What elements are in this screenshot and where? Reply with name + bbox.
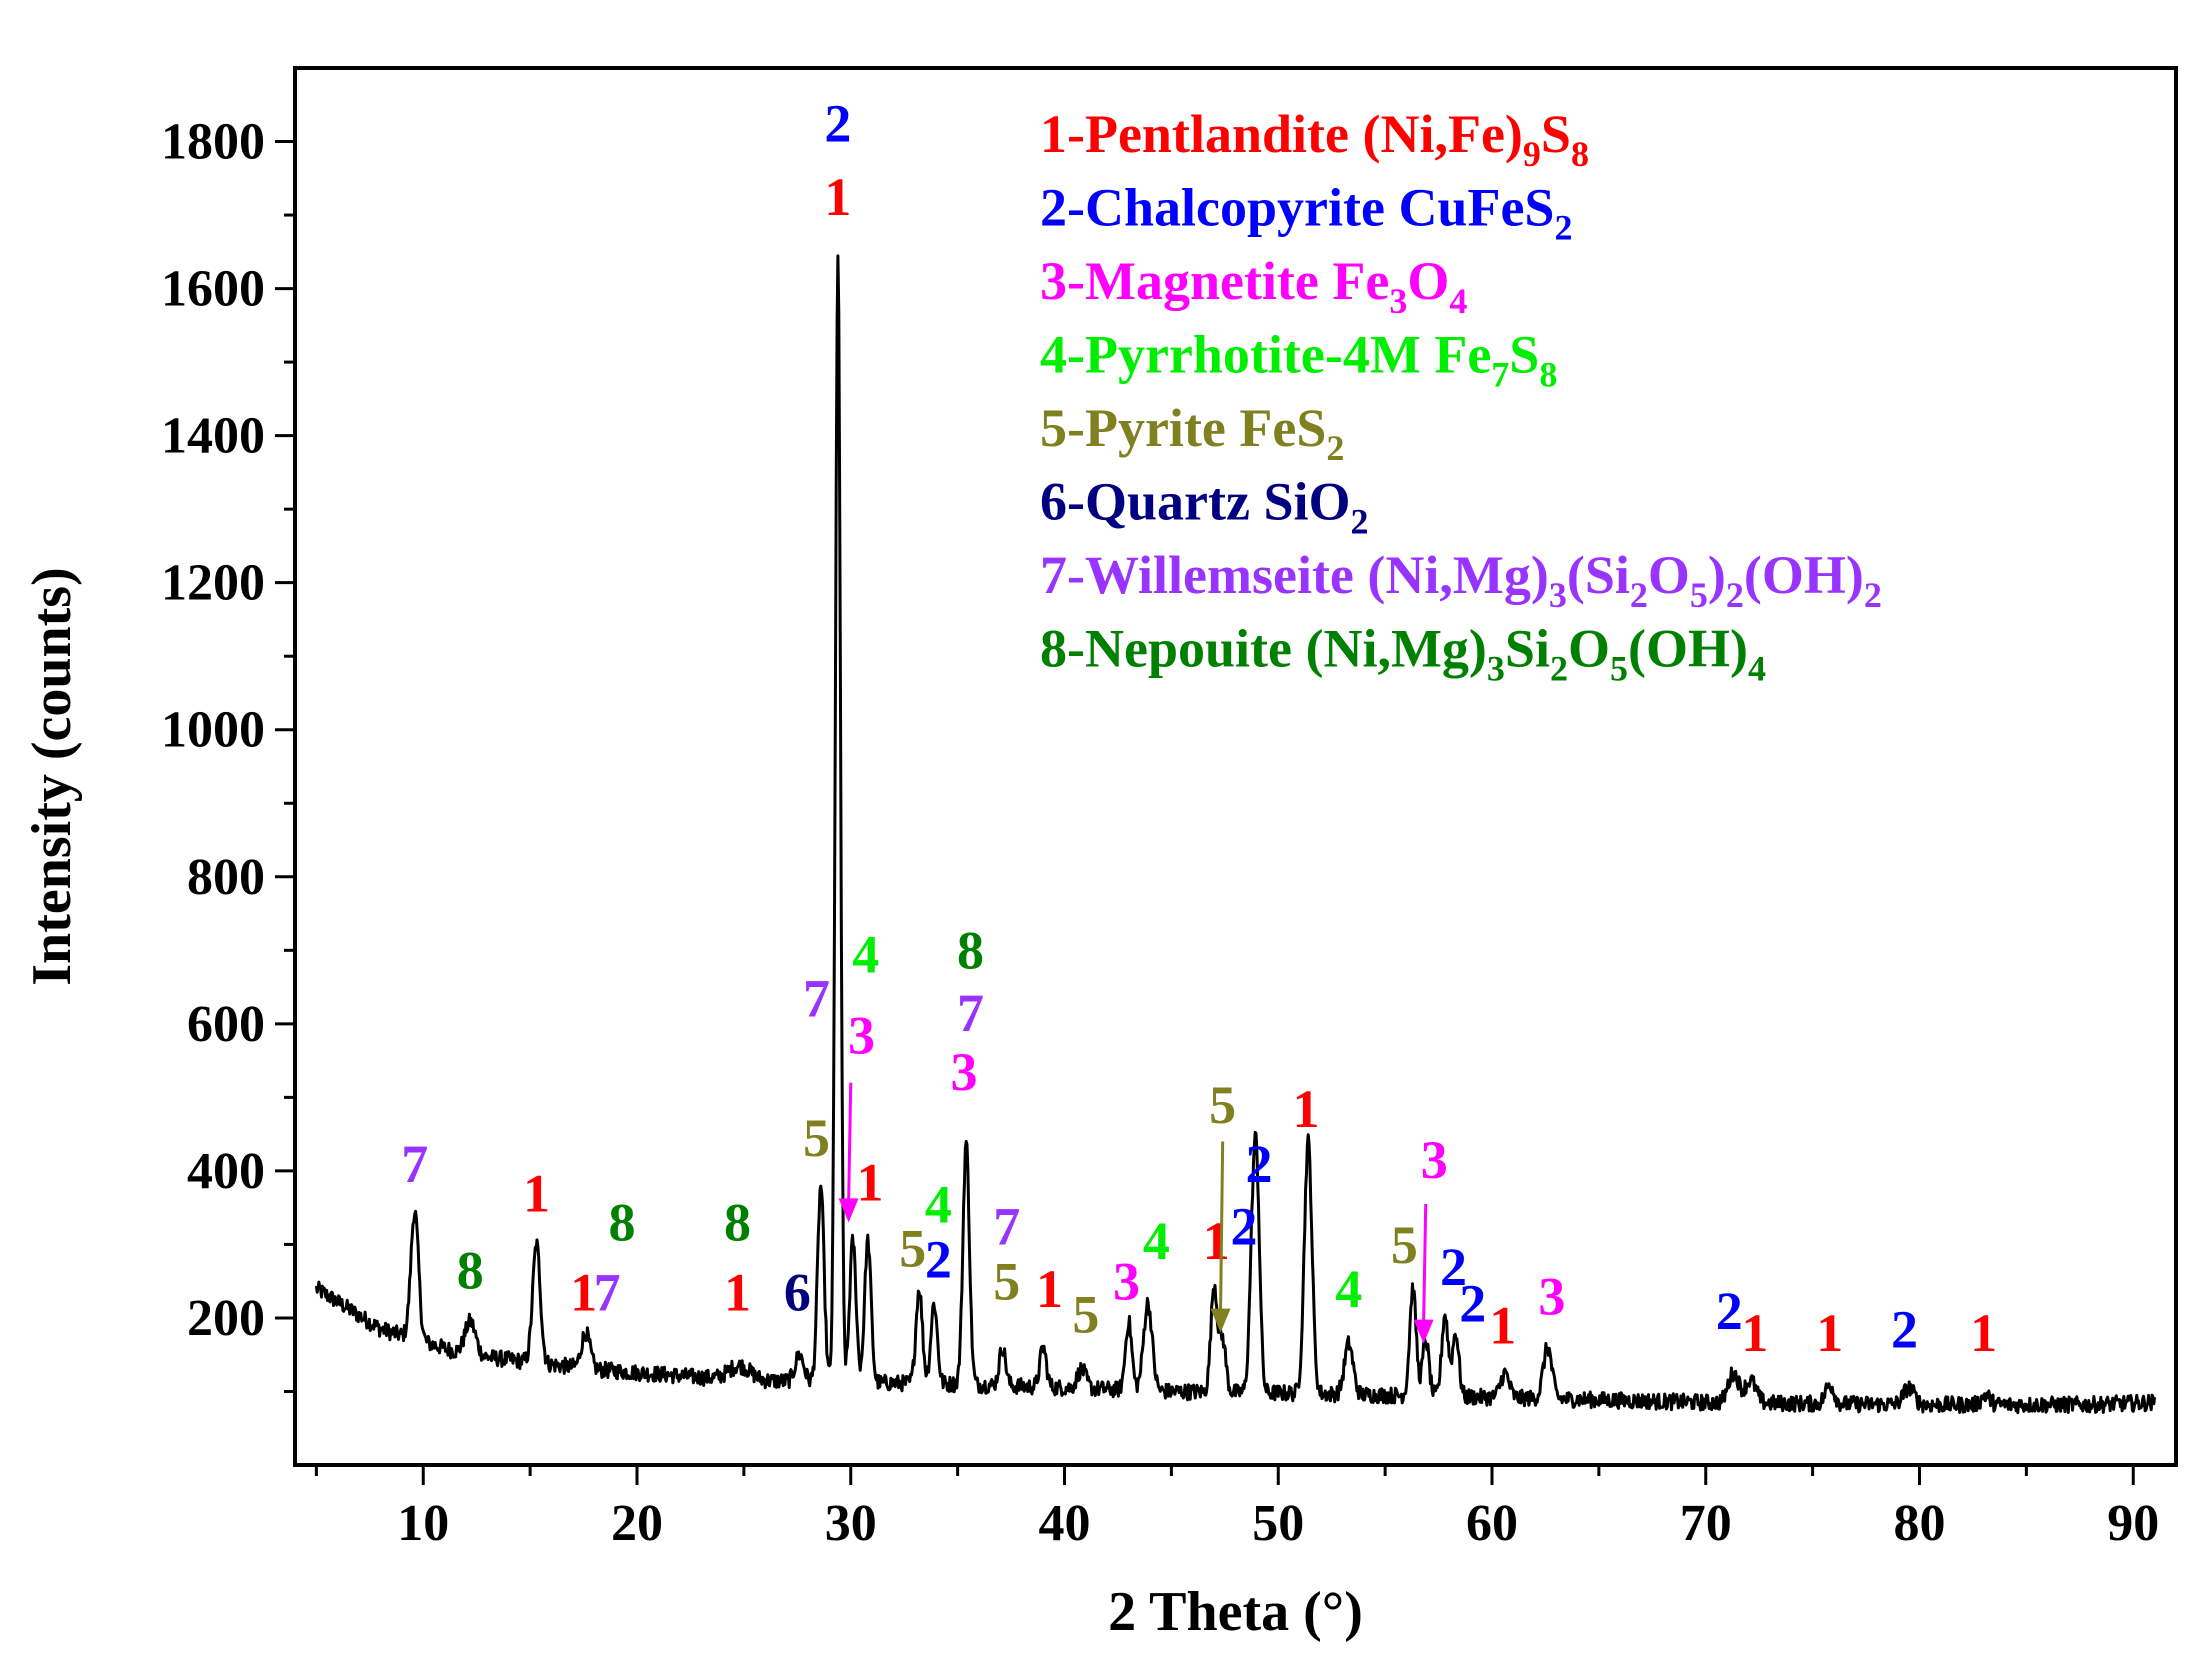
peak-label-phase-7: 7 <box>957 983 984 1043</box>
x-tick-label: 10 <box>397 1495 449 1552</box>
x-axis-ticks: 10 20 30 40 50 60 70 80 90 <box>316 1465 2159 1552</box>
y-axis-title: Intensity (counts) <box>21 567 83 985</box>
peak-label-phase-1: 1 <box>1203 1211 1230 1271</box>
peak-label-phase-3: 3 <box>1538 1266 1565 1326</box>
peak-label-phase-4: 4 <box>925 1174 952 1234</box>
peak-label-phase-2: 2 <box>824 94 851 154</box>
peak-label-phase-5: 5 <box>1072 1285 1099 1345</box>
peak-label-phase-4: 4 <box>1143 1211 1170 1271</box>
peak-label-phase-1: 1 <box>824 167 851 227</box>
peak-label-phase-2: 2 <box>1231 1196 1258 1256</box>
peak-label-phase-2: 2 <box>1459 1274 1486 1334</box>
peak-label-phase-4: 4 <box>1335 1259 1362 1319</box>
legend-item-5: 5-Pyrite FeS2 <box>1040 398 1344 468</box>
y-tick-label: 1800 <box>161 114 265 171</box>
y-tick-label: 200 <box>187 1290 265 1347</box>
peak-label-phase-1: 1 <box>1036 1259 1063 1319</box>
y-tick-label: 1200 <box>161 555 265 612</box>
y-tick-label: 800 <box>187 849 265 906</box>
peak-arrow-head <box>1211 1309 1231 1333</box>
y-axis-ticks: 200 400 600 800 1000 1200 1400 1600 1800 <box>161 114 295 1392</box>
peak-arrow-shaft <box>849 1083 851 1203</box>
peak-label-phase-1: 1 <box>1489 1296 1516 1356</box>
peak-label-phase-1: 1 <box>1741 1303 1768 1363</box>
x-tick-label: 70 <box>1680 1495 1732 1552</box>
legend-item-8: 8-Nepouite (Ni,Mg)3Si2O5(OH)4 <box>1040 619 1766 689</box>
x-tick-label: 40 <box>1039 1495 1091 1552</box>
peak-label-phase-8: 8 <box>724 1193 751 1253</box>
x-axis-title: 2 Theta (°) <box>1108 1581 1363 1643</box>
peak-label-phase-2: 2 <box>1246 1134 1273 1194</box>
peak-label-phase-7: 7 <box>803 968 830 1028</box>
peak-arrow-shaft <box>1221 1141 1223 1312</box>
peak-arrow-shaft <box>1424 1204 1426 1324</box>
peak-label-phase-8: 8 <box>457 1241 484 1301</box>
legend-item-3: 3-Magnetite Fe3O4 <box>1040 251 1467 321</box>
peak-label-phase-7: 7 <box>401 1134 428 1194</box>
peak-label-phase-1: 1 <box>724 1263 751 1323</box>
x-tick-label: 30 <box>825 1495 877 1552</box>
peak-label-phase-8: 8 <box>609 1193 636 1253</box>
y-tick-label: 1400 <box>161 408 265 465</box>
peak-label-phase-3: 3 <box>951 1042 978 1102</box>
peak-label-phase-7: 7 <box>993 1196 1020 1256</box>
peak-label-phase-1: 1 <box>523 1163 550 1223</box>
x-tick-label: 20 <box>611 1495 663 1552</box>
peak-label-phase-8: 8 <box>957 921 984 981</box>
x-tick-label: 90 <box>2107 1495 2159 1552</box>
y-tick-label: 1600 <box>161 261 265 318</box>
peak-label-phase-1: 1 <box>1816 1303 1843 1363</box>
legend-item-2: 2-Chalcopyrite CuFeS2 <box>1040 178 1572 248</box>
peak-label-phase-1: 1 <box>856 1152 883 1212</box>
y-tick-label: 1000 <box>161 702 265 759</box>
peak-label-phase-5: 5 <box>1391 1215 1418 1275</box>
x-tick-label: 50 <box>1252 1495 1304 1552</box>
xrd-chart: 10 20 30 40 50 60 70 80 90 200 400 600 800 1000 1200 1… <box>0 0 2211 1668</box>
peak-label-phase-6: 6 <box>784 1263 811 1323</box>
peak-label-phase-2: 2 <box>1716 1281 1743 1341</box>
peak-label-phase-1: 1 <box>1293 1079 1320 1139</box>
x-tick-label: 60 <box>1466 1495 1518 1552</box>
x-tick-label: 80 <box>1894 1495 1946 1552</box>
legend-item-6: 6-Quartz SiO2 <box>1040 472 1368 542</box>
peak-label-phase-1: 1 <box>1970 1303 1997 1363</box>
peak-label-phase-2: 2 <box>1891 1299 1918 1359</box>
y-tick-label: 400 <box>187 1143 265 1200</box>
legend-item-7: 7-Willemseite (Ni,Mg)3(Si2O5)2(OH)2 <box>1040 545 1882 615</box>
peak-label-phase-5: 5 <box>993 1252 1020 1312</box>
peak-label-phase-3: 3 <box>848 1005 875 1065</box>
peak-label-phase-2: 2 <box>925 1230 952 1290</box>
peak-label-phase-7: 7 <box>594 1263 621 1323</box>
legend-item-4: 4-Pyrrhotite-4M Fe7S8 <box>1040 325 1557 395</box>
peak-label-phase-3: 3 <box>1421 1130 1448 1190</box>
peak-label-phase-4: 4 <box>852 924 879 984</box>
peak-label-phase-5: 5 <box>803 1108 830 1168</box>
legend-item-1: 1-Pentlandite (Ni,Fe)9S8 <box>1040 104 1589 174</box>
y-tick-label: 600 <box>187 996 265 1053</box>
peak-label-phase-3: 3 <box>1113 1252 1140 1312</box>
peak-label-phase-5: 5 <box>1209 1075 1236 1135</box>
peak-label-phase-5: 5 <box>899 1218 926 1278</box>
